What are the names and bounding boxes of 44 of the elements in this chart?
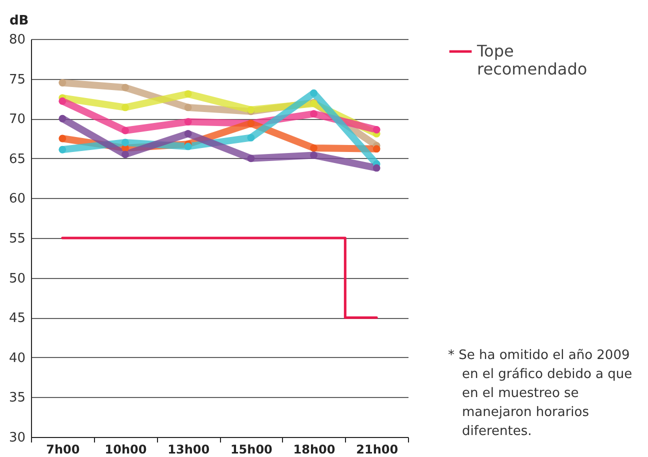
legend-label: Tope recomendado (476, 42, 588, 78)
y-axis-title: dB (10, 14, 29, 28)
point (247, 134, 255, 142)
point (122, 104, 129, 112)
y-tick-label: 65 (8, 152, 26, 167)
x-tick-label: 10h00 (104, 442, 147, 456)
x-tick-label: 18h00 (293, 442, 336, 456)
y-tick-label: 80 (8, 32, 26, 48)
y-tick-label: 50 (8, 271, 26, 286)
point (58, 79, 66, 86)
y-tick-label: 30 (8, 430, 26, 446)
point (122, 150, 129, 158)
point (247, 154, 255, 162)
y-tick-label: 45 (8, 311, 26, 326)
x-tick-label: 15h00 (230, 442, 272, 456)
y-tick-label: 70 (8, 112, 26, 128)
point (122, 84, 129, 92)
point (184, 90, 192, 98)
point (184, 130, 192, 138)
point (58, 146, 66, 154)
point (184, 104, 192, 112)
y-tick-label: 40 (8, 350, 26, 366)
point (122, 138, 129, 146)
point (310, 144, 318, 152)
text: * Se ha omitido el año 2009 en el gráfico debido a que en el muestreo se manejaron horarios diferentes. (448, 347, 634, 441)
point (372, 145, 380, 153)
x-tick-label: 21h00 (356, 442, 398, 456)
point (310, 152, 318, 159)
point (310, 110, 318, 118)
point (184, 142, 192, 150)
point (372, 126, 380, 134)
point (372, 164, 380, 172)
y-tick-label: 35 (8, 390, 26, 406)
point (58, 134, 66, 142)
point (310, 89, 318, 97)
point (58, 97, 66, 105)
x-tick-label: 7h00 (46, 442, 80, 456)
point (122, 126, 129, 134)
y-tick-label: 75 (8, 72, 26, 88)
point (184, 118, 192, 126)
x-tick-label: 13h00 (168, 442, 210, 456)
y-tick-label: 55 (8, 232, 26, 246)
point (58, 114, 66, 122)
y-tick-label: 60 (8, 192, 26, 207)
